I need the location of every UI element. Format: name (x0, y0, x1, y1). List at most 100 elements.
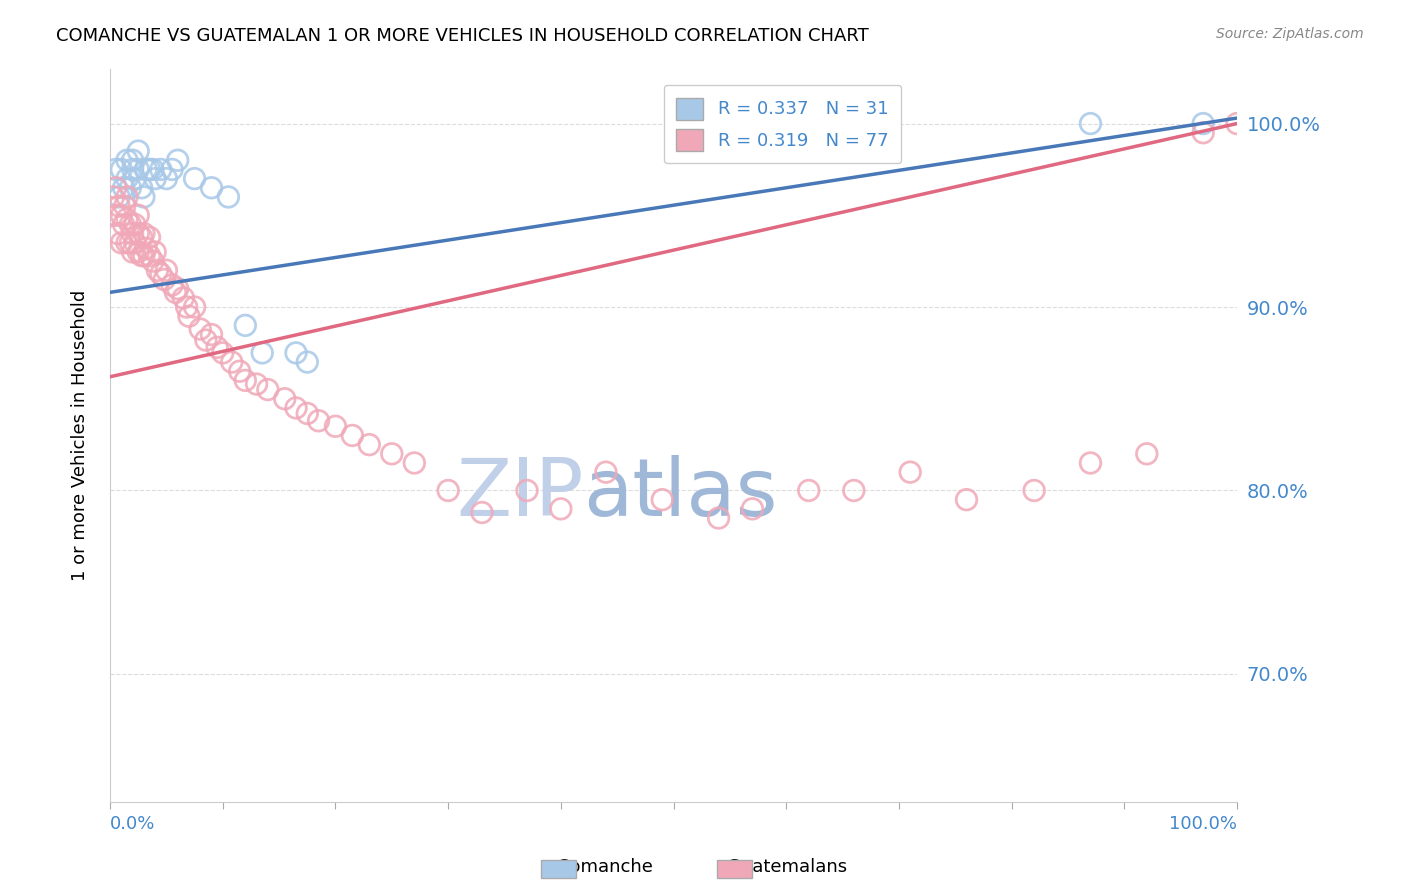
Point (194, 333, 217, 347)
Point (359, 437, 381, 451)
Point (595, 465, 617, 479)
Point (110, 235, 132, 250)
Point (135, 162, 157, 177)
Text: Source: ZipAtlas.com: Source: ZipAtlas.com (1216, 27, 1364, 41)
Point (842, 483, 865, 498)
Point (131, 249, 153, 263)
Point (797, 483, 820, 498)
Point (172, 291, 194, 305)
Point (188, 322, 211, 336)
Point (297, 406, 319, 420)
Point (124, 171, 146, 186)
Point (138, 249, 160, 263)
Point (142, 254, 165, 268)
Point (1024, 483, 1046, 498)
Point (516, 483, 538, 498)
Text: COMANCHE VS GUATEMALAN 1 OR MORE VEHICLES IN HOUSEHOLD CORRELATION CHART: COMANCHE VS GUATEMALAN 1 OR MORE VEHICLE… (56, 27, 869, 45)
Text: atlas: atlas (583, 455, 778, 533)
Point (165, 285, 187, 300)
Point (707, 511, 730, 525)
Point (256, 383, 278, 397)
Text: Comanche: Comanche (557, 858, 652, 876)
Point (124, 235, 146, 250)
Point (325, 419, 347, 434)
Point (250, 346, 273, 360)
Point (112, 181, 135, 195)
Point (166, 153, 188, 168)
Point (221, 355, 243, 369)
Point (138, 162, 160, 177)
Point (217, 190, 239, 204)
Point (132, 249, 155, 263)
Point (1136, 447, 1159, 461)
Point (131, 181, 153, 195)
Point (205, 340, 228, 354)
Point (127, 162, 149, 177)
Point (104, 181, 127, 195)
Point (1192, 117, 1215, 131)
Point (146, 263, 169, 277)
Point (143, 244, 166, 259)
Point (121, 162, 143, 177)
Point (127, 208, 149, 222)
Point (142, 162, 165, 177)
Point (135, 241, 157, 255)
Point (120, 218, 142, 232)
Point (183, 171, 205, 186)
Point (183, 300, 205, 314)
Point (233, 318, 256, 333)
Text: ZIP: ZIP (456, 455, 583, 533)
Point (103, 190, 125, 204)
Point (115, 235, 138, 250)
Point (121, 244, 143, 259)
Point (651, 492, 673, 507)
Point (138, 230, 160, 244)
Point (155, 263, 177, 277)
Point (437, 483, 460, 498)
Point (149, 162, 172, 177)
Point (114, 199, 136, 213)
Point (110, 162, 132, 177)
Point (297, 355, 319, 369)
Point (200, 327, 222, 342)
Text: 100.0%: 100.0% (1168, 815, 1237, 833)
Point (1192, 126, 1215, 140)
Text: Guatemalans: Guatemalans (727, 858, 848, 876)
Point (308, 414, 330, 428)
Point (132, 190, 155, 204)
Point (200, 181, 222, 195)
Point (115, 190, 138, 204)
Point (233, 373, 256, 387)
Point (107, 227, 129, 241)
Point (108, 199, 131, 213)
Point (166, 282, 188, 296)
Point (1080, 117, 1102, 131)
Point (120, 181, 142, 195)
Point (115, 171, 138, 186)
Point (112, 218, 135, 232)
Point (115, 153, 138, 168)
Point (211, 346, 233, 360)
Point (110, 208, 132, 222)
Point (104, 162, 127, 177)
Text: 0.0%: 0.0% (110, 815, 156, 833)
Y-axis label: 1 or more Vehicles in Household: 1 or more Vehicles in Household (72, 290, 89, 581)
Point (160, 278, 183, 293)
Point (285, 401, 308, 415)
Point (404, 456, 426, 470)
Point (121, 153, 143, 168)
Point (550, 501, 572, 516)
Point (115, 211, 138, 226)
Point (131, 230, 153, 244)
Point (120, 235, 142, 250)
Point (127, 227, 149, 241)
Point (898, 465, 921, 479)
Legend: R = 0.337   N = 31, R = 0.319   N = 77: R = 0.337 N = 31, R = 0.319 N = 77 (664, 85, 901, 163)
Point (143, 171, 166, 186)
Point (741, 501, 763, 516)
Point (228, 364, 250, 378)
Point (153, 272, 176, 286)
Point (285, 346, 308, 360)
Point (127, 244, 149, 259)
Point (245, 377, 267, 392)
